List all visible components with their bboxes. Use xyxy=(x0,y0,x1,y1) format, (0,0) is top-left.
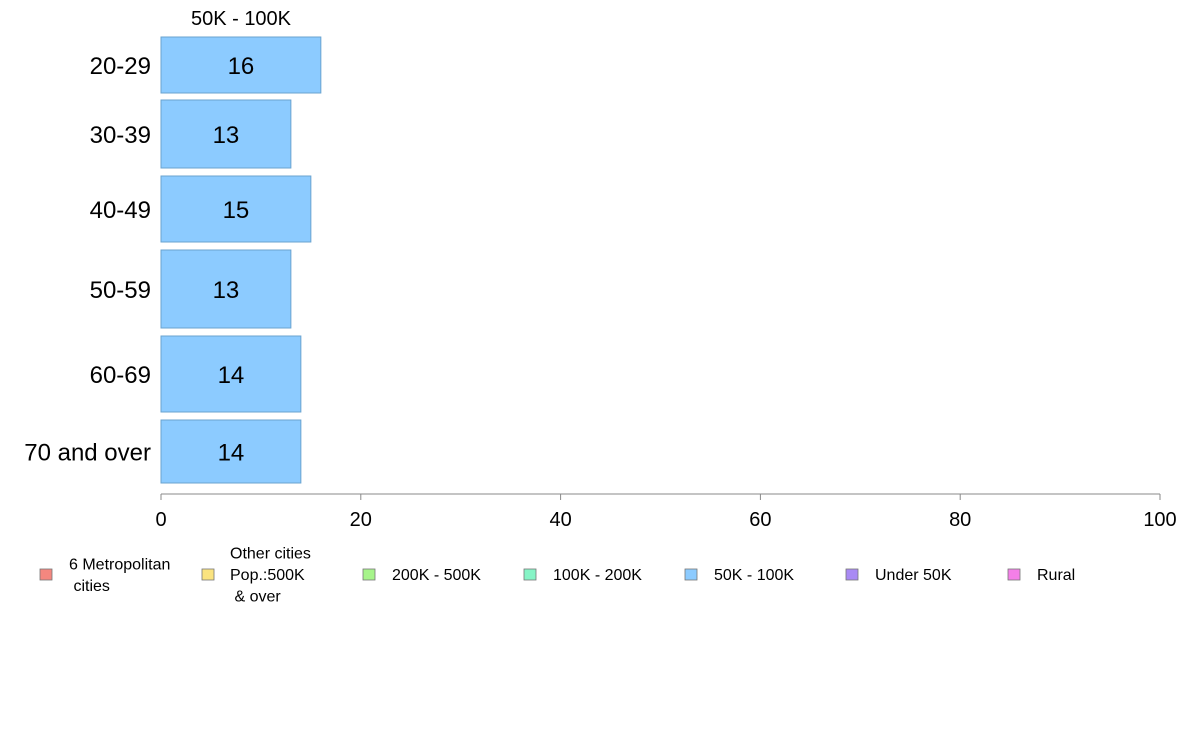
legend-swatch xyxy=(201,568,215,581)
x-axis: 0 20 40 60 80 100 xyxy=(155,493,1177,531)
bar xyxy=(160,175,312,243)
bar-value-label: 14 xyxy=(218,440,245,467)
bar-value-label: 15 xyxy=(223,197,250,224)
category-label: 20-29 xyxy=(90,53,151,80)
legend-item: 100K - 200K xyxy=(523,567,642,584)
bar-value-label: 14 xyxy=(218,362,245,389)
category-labels-group: 20-29 30-39 40-49 50-59 60-69 70 and over xyxy=(24,53,151,467)
legend-item: Under 50K xyxy=(845,567,952,584)
legend-swatch xyxy=(39,568,53,581)
bar-value-label: 13 xyxy=(213,277,240,304)
legend-swatch xyxy=(1007,568,1021,581)
x-tick-label: 60 xyxy=(749,509,771,531)
bar xyxy=(160,419,302,484)
legend-label: 6 Metropolitan cities xyxy=(69,556,170,595)
legend: 6 Metropolitan cities Other cities Pop.:50… xyxy=(39,546,1075,606)
x-tick-label: 100 xyxy=(1143,509,1176,531)
category-label: 70 and over xyxy=(24,440,151,467)
legend-label: Under 50K xyxy=(875,567,952,584)
x-tick-label: 40 xyxy=(549,509,571,531)
legend-item: 6 Metropolitan cities xyxy=(39,556,170,595)
legend-label: Other cities Pop.:500K & over xyxy=(230,546,311,606)
legend-label: 200K - 500K xyxy=(392,567,481,584)
bar xyxy=(160,249,292,329)
legend-item: Other cities Pop.:500K & over xyxy=(201,546,311,606)
bars-group: 16 13 15 13 14 14 xyxy=(160,36,322,484)
category-label: 30-39 xyxy=(90,122,151,149)
chart-title: 50K - 100K xyxy=(191,8,292,30)
x-tick-label: 80 xyxy=(949,509,971,531)
legend-swatch xyxy=(684,568,698,581)
legend-label: Rural xyxy=(1037,567,1075,584)
category-label: 50-59 xyxy=(90,277,151,304)
x-tick-label: 20 xyxy=(350,509,372,531)
category-label: 60-69 xyxy=(90,362,151,389)
bar-value-label: 13 xyxy=(213,122,240,149)
legend-swatch xyxy=(523,568,537,581)
legend-item: Rural xyxy=(1007,567,1075,584)
bar-value-label: 16 xyxy=(228,53,255,80)
legend-label: 100K - 200K xyxy=(553,567,642,584)
legend-item: 50K - 100K xyxy=(684,567,794,584)
category-label: 40-49 xyxy=(90,197,151,224)
legend-item: 200K - 500K xyxy=(362,567,481,584)
legend-swatch xyxy=(845,568,859,581)
legend-label: 50K - 100K xyxy=(714,567,794,584)
x-tick-label: 0 xyxy=(155,509,166,531)
bar xyxy=(160,99,292,169)
bar xyxy=(160,335,302,413)
bar xyxy=(160,36,322,94)
legend-swatch xyxy=(362,568,376,581)
